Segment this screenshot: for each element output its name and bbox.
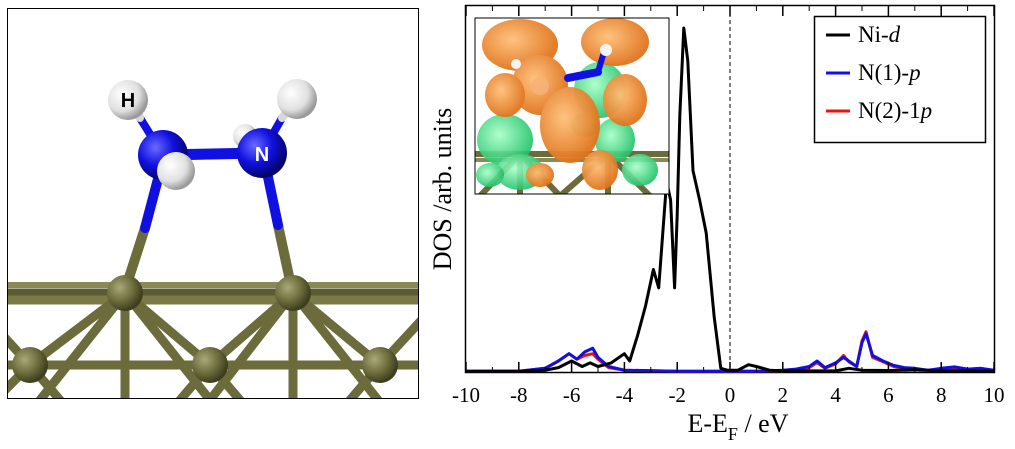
inset-n-n-bond [564,68,602,82]
ni-atoms [12,275,398,383]
x-tick-label: 2 [778,383,789,407]
x-tick-label: 0 [725,383,736,407]
hydrogen-atom-right [277,79,317,119]
inset-hydrogen-atom-3 [511,59,521,69]
legend-entries: Ni-d N(1)-p N(2)-1p [826,22,932,123]
x-tick-label: 8 [936,383,947,407]
structure-panel: H N [7,8,419,399]
x-tick-label: 10 [984,383,1005,407]
nitrogen-atom-right [237,128,287,178]
inset-orange-isosurface [482,18,649,190]
x-tick-label: 4 [830,383,841,407]
x-axis-title-unit: / eV [738,409,789,438]
legend-label: N(2)-1p [858,98,932,123]
legend-label: N(1)-p [858,60,921,85]
ticks-layer: -10 -8 -6 -4 -2 0 2 4 6 8 10 [452,6,1005,407]
inset-hydrogen-atom [600,44,612,56]
inset-hydrogen-atom-2 [531,77,549,95]
legend: Ni-d N(1)-p N(2)-1p [813,15,987,144]
x-tick-label: -10 [452,383,480,407]
inset-n-h-bond [595,49,607,75]
hydrogen-atom-left [108,80,148,120]
x-tick-label: -8 [510,383,528,407]
legend-label: Ni-d [858,22,901,47]
hydrogen-label: H [121,90,135,112]
legend-box [813,15,987,144]
charge-density-inset [474,17,670,195]
x-tick-label: -2 [668,383,686,407]
nitrogen-label: N [255,144,269,166]
hydrogen-atom-front [157,152,195,190]
inset-frame [474,17,670,195]
x-axis-title-main: E-E [688,409,728,438]
y-axis-title: DOS /arb. units [428,108,457,271]
x-axis-title: E-EF / eV [688,409,789,444]
x-tick-label: -4 [616,383,634,407]
x-axis-title-subscript: F [728,424,738,444]
x-tick-label: -6 [563,383,581,407]
dos-chart: -10 -8 -6 -4 -2 0 2 4 6 8 10 DOS /arb. units E-EF … [428,4,1005,444]
x-tick-label: 6 [883,383,894,407]
series-layer [466,26,995,373]
series-line-0 [466,26,995,373]
